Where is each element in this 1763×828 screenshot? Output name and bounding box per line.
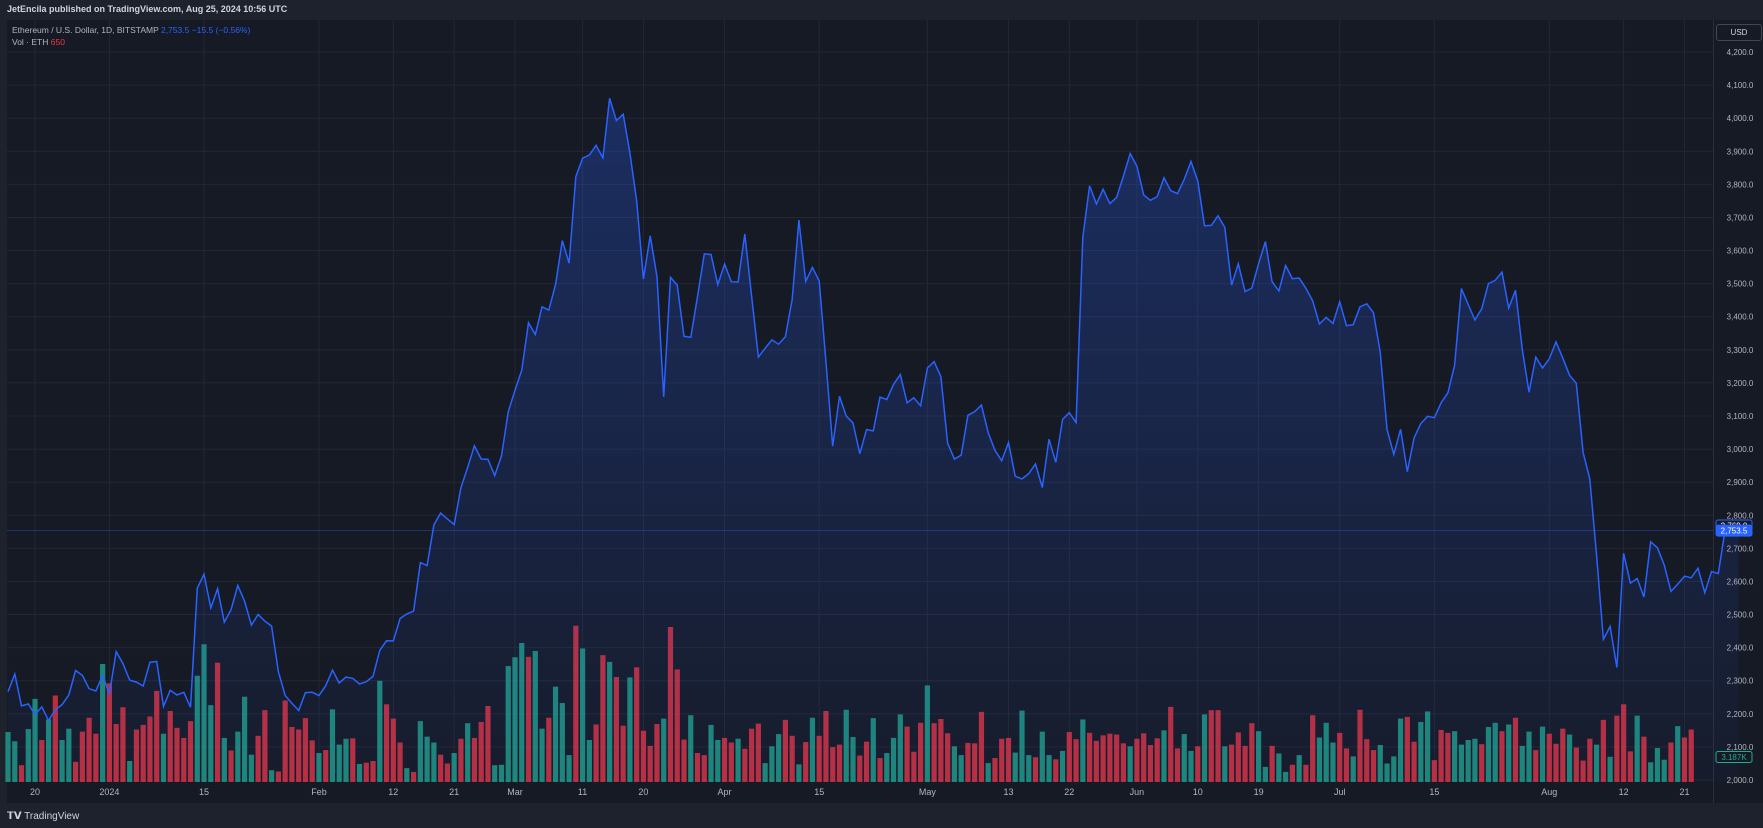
x-tick-label: May (919, 787, 937, 797)
y-tick-label: 3,000.0 (1727, 445, 1754, 454)
price-area (8, 98, 1739, 783)
x-tick-label: Jul (1334, 787, 1346, 797)
footer: 𝗧𝗩 TradingView (0, 803, 1763, 828)
y-tick-label: 2,600.0 (1727, 577, 1754, 586)
x-tick-label: 22 (1064, 787, 1074, 797)
tv-icon: 𝗧𝗩 (7, 811, 22, 822)
x-tick-label: 20 (638, 787, 648, 797)
last-price-tag-box (1715, 524, 1753, 537)
legend-symbol-row: Ethereum / U.S. Dollar, 1D, BITSTAMP 2,7… (12, 24, 250, 36)
y-tick-label: 3,100.0 (1727, 412, 1754, 421)
y-tick-label: 2,000.0 (1727, 776, 1754, 785)
y-tick-label: 4,200.0 (1727, 48, 1754, 57)
legend-symbol[interactable]: Ethereum / U.S. Dollar, 1D, BITSTAMP (12, 25, 159, 35)
x-tick-label: 13 (1003, 787, 1013, 797)
y-tick-label: 3,900.0 (1727, 147, 1754, 156)
y-tick-label: 4,100.0 (1727, 81, 1754, 90)
x-tick-label: 21 (449, 787, 459, 797)
currency-button[interactable]: USD (1716, 24, 1762, 41)
x-tick-label: 21 (1679, 787, 1689, 797)
legend-change: −15.5 (−0.56%) (191, 25, 251, 35)
x-tick-label: 20 (30, 787, 40, 797)
legend: Ethereum / U.S. Dollar, 1D, BITSTAMP 2,7… (12, 24, 250, 48)
x-tick-label: 11 (578, 787, 587, 797)
y-tick-label: 3,700.0 (1727, 213, 1754, 222)
publisher-text: JetEncila published on TradingView.com, … (7, 4, 288, 14)
x-tick-label: 10 (1193, 787, 1203, 797)
volume-tag: 3.187K (1721, 753, 1747, 762)
x-tick-label: Mar (507, 787, 523, 797)
y-tick-label: 2,500.0 (1727, 611, 1754, 620)
x-tick-label: Jun (1130, 787, 1145, 797)
y-tick-label: 3,300.0 (1727, 346, 1754, 355)
y-tick-label: 4,000.0 (1727, 114, 1754, 123)
x-tick-label: 15 (814, 787, 824, 797)
y-tick-label: 2,200.0 (1727, 710, 1754, 719)
x-tick-label: 19 (1254, 787, 1264, 797)
x-tick-label: Feb (311, 787, 327, 797)
legend-price: 2,753.5 (160, 25, 190, 35)
volume-tag-box (1715, 751, 1753, 763)
last-price-tag: 2,753.5 (1721, 527, 1748, 536)
y-tick-label: 2,300.0 (1727, 677, 1754, 686)
legend-vol-label[interactable]: Vol · ETH (12, 37, 49, 47)
x-tick-label: 15 (1429, 787, 1439, 797)
y-tick-label: 3,600.0 (1727, 247, 1754, 256)
y-tick-label: 3,800.0 (1727, 180, 1754, 189)
tv-brand: TradingView (24, 811, 80, 822)
y-tick-label: 2,400.0 (1727, 644, 1754, 653)
legend-vol-value: 650 (50, 37, 65, 47)
x-tick-label: 12 (388, 787, 398, 797)
y-tick-label: 2,100.0 (1727, 743, 1754, 752)
x-tick-label: Apr (718, 787, 732, 797)
y-tick-label: 2,800.0 (1727, 511, 1754, 520)
x-tick-label: 12 (1619, 787, 1629, 797)
tradingview-logo[interactable]: 𝗧𝗩 TradingView (7, 811, 79, 822)
x-tick-label: 2024 (99, 787, 119, 797)
legend-volume-row: Vol · ETH 650 (12, 36, 250, 48)
price-line (7, 98, 1740, 722)
y-tick-label: 3,400.0 (1727, 313, 1754, 322)
top-bar: JetEncila published on TradingView.com, … (0, 0, 1763, 20)
y-tick-label: 2,900.0 (1727, 478, 1754, 487)
y-tick-label: 3,200.0 (1727, 379, 1754, 388)
x-tick-label: Aug (1541, 787, 1557, 797)
y-tick-label: 2,700.0 (1727, 544, 1754, 553)
y-tick-label: 3,500.0 (1727, 280, 1754, 289)
x-tick-label: 15 (199, 787, 209, 797)
